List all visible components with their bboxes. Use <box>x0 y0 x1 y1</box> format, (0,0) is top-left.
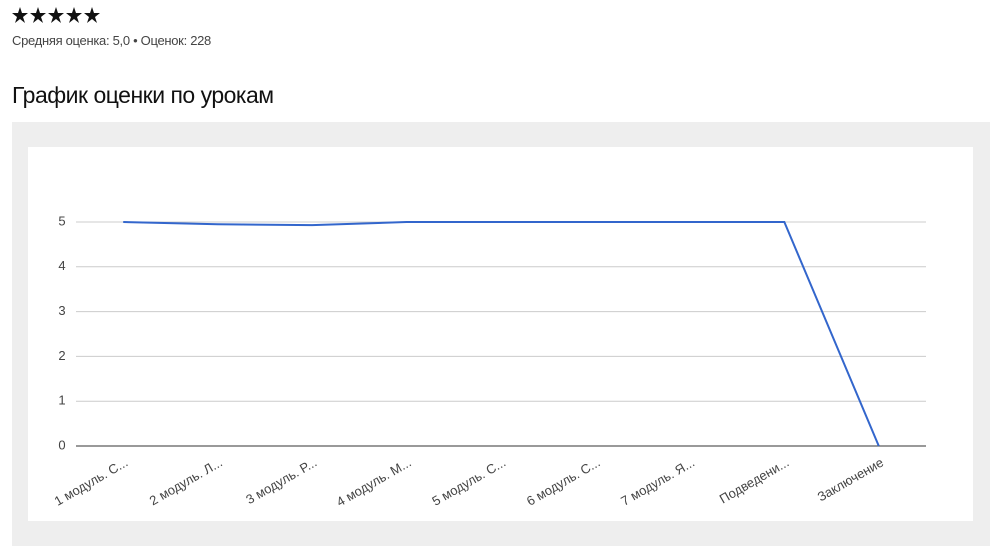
plot-background <box>28 147 973 521</box>
y-tick-label: 0 <box>58 437 65 452</box>
y-tick-label: 4 <box>58 258 65 273</box>
series-line <box>123 221 880 447</box>
rating-summary: Средняя оценка: 5,0 • Оценок: 228 <box>12 33 211 48</box>
y-tick-label: 3 <box>58 303 65 318</box>
y-tick-label: 2 <box>58 348 65 363</box>
y-tick-label: 5 <box>58 213 65 228</box>
chart-title: График оценки по урокам <box>12 82 274 108</box>
rating-stars <box>12 7 100 23</box>
y-tick-label: 1 <box>58 393 65 408</box>
